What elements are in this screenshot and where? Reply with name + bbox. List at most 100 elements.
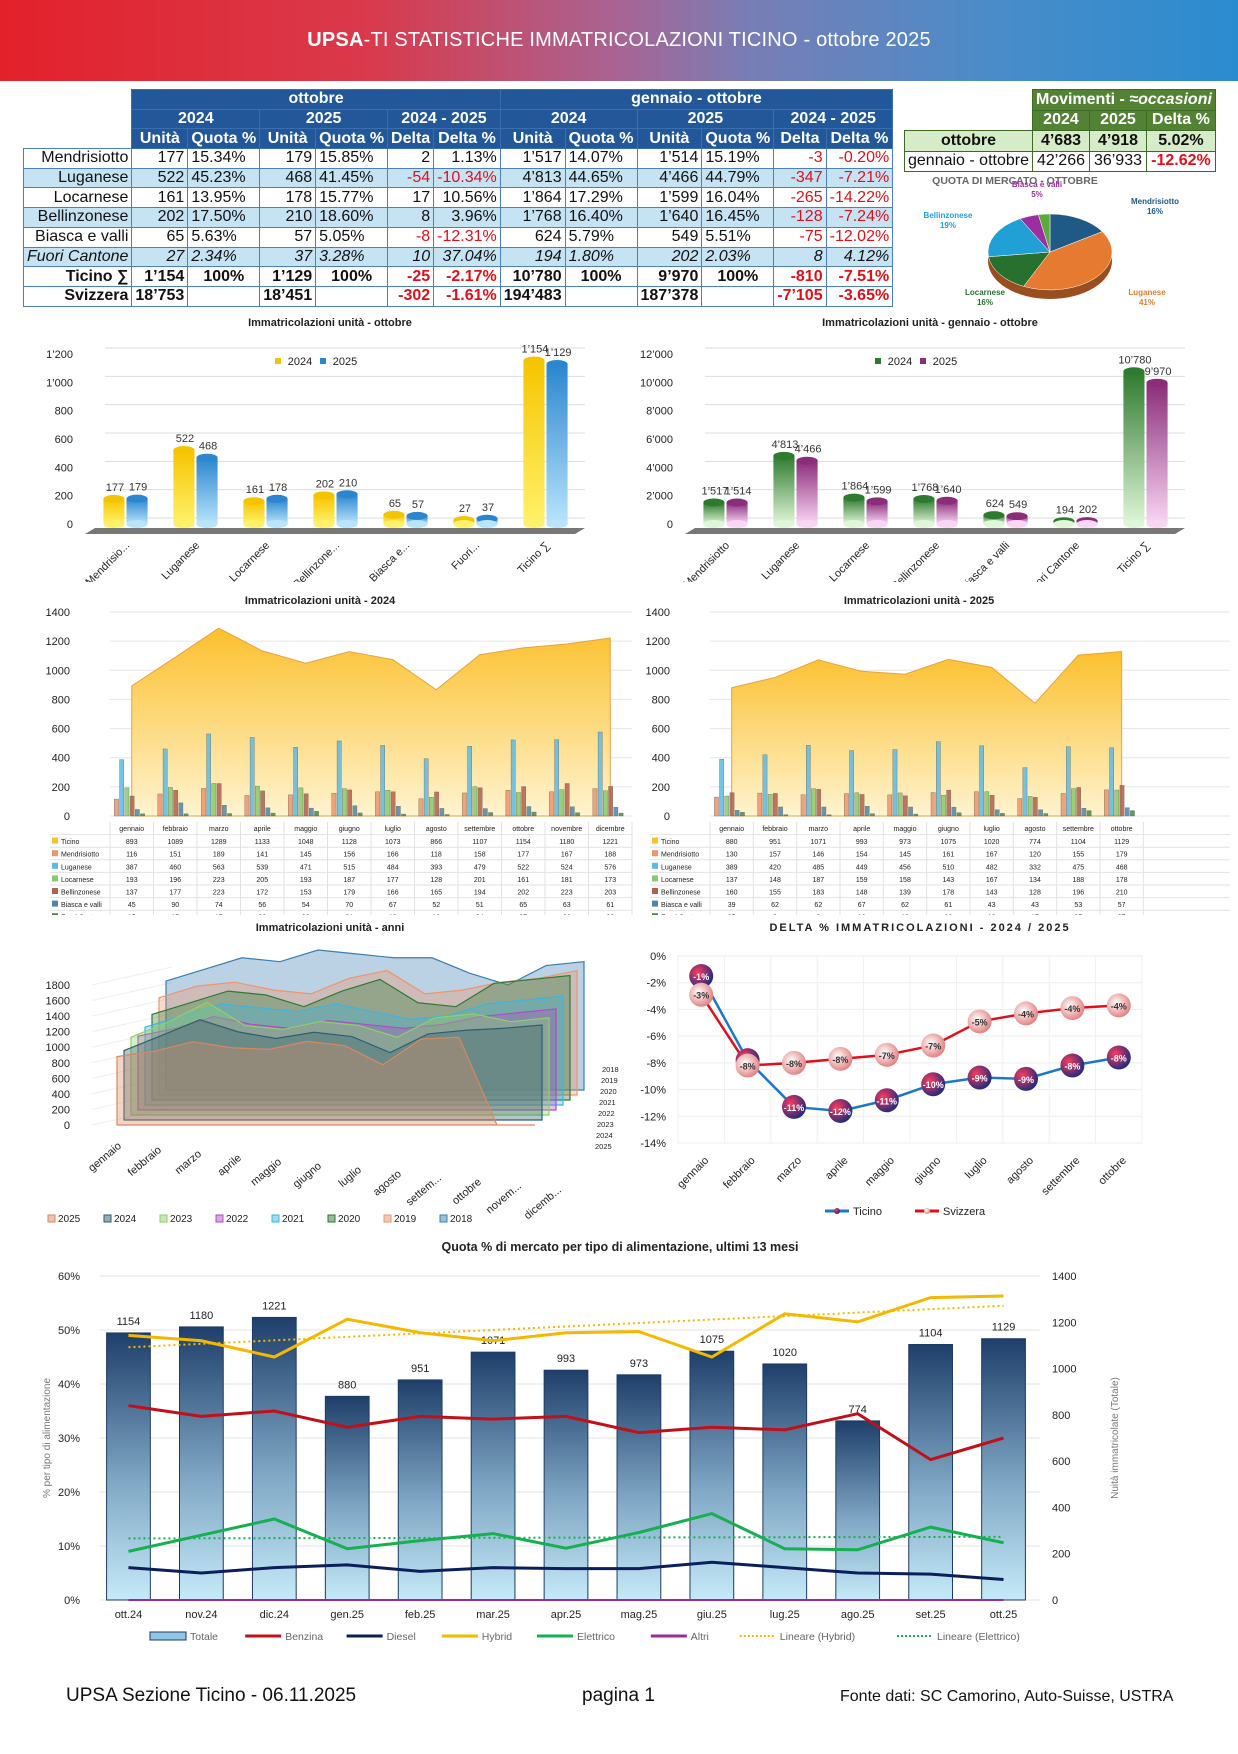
table-value: 196: [169, 877, 181, 884]
bar: [941, 794, 946, 817]
table-value: 1104: [1071, 839, 1086, 846]
data-label: 37: [482, 502, 494, 514]
pie-slice: [1049, 213, 1103, 253]
bar: [298, 787, 304, 817]
table-row-label: Biasca e valli: [661, 902, 702, 909]
bar: [1027, 796, 1033, 817]
table-value: 137: [126, 890, 138, 897]
bar-base: [1006, 520, 1028, 528]
pie-slice: [1023, 231, 1113, 291]
bar: [805, 745, 811, 817]
bar-base: [476, 520, 498, 528]
table-value: 57: [1118, 902, 1126, 909]
y-tick: 1400: [646, 607, 670, 619]
column-header: Unità: [259, 128, 317, 150]
bar: [168, 787, 173, 817]
table-value: 157: [769, 852, 781, 859]
bar: [821, 806, 827, 817]
floor: [685, 528, 1185, 534]
table-value: 193: [300, 877, 312, 884]
bar-top: [983, 511, 1005, 520]
group-header: gennaio - ottobre: [499, 89, 894, 110]
table-cell: 5.63%: [187, 226, 261, 248]
bar-top: [313, 491, 335, 500]
table-value: 210: [1116, 890, 1128, 897]
bar-total: [616, 1374, 662, 1601]
table-value: 524: [561, 864, 573, 871]
table-cell: 37.04%: [433, 246, 501, 268]
table-value: 1128: [342, 839, 357, 846]
gridline: [91, 982, 173, 1002]
bar-total: [835, 1420, 881, 1601]
table-value: 120: [1029, 852, 1041, 859]
table-month-header: ottobre: [1111, 826, 1133, 833]
table-cell: 2: [387, 148, 435, 169]
table-cell: 202: [636, 246, 703, 268]
chart-title: Quota % di mercato per tipo di alimentaz…: [441, 1240, 798, 1254]
data-marker: [828, 1046, 853, 1071]
footer-page: pagina 1: [582, 1685, 655, 1706]
mov-cell: -12.62%: [1145, 150, 1216, 172]
data-label: -4%: [1111, 1001, 1127, 1011]
bar: [994, 809, 1000, 817]
table-value: 880: [726, 839, 738, 846]
data-label: 1’154: [521, 344, 548, 356]
table-value: 1289: [211, 839, 227, 846]
bar: [719, 759, 724, 817]
pie-slice: [1038, 213, 1051, 253]
data-label: 1’129: [545, 347, 572, 359]
table-cell: 10: [387, 246, 435, 268]
bar: [357, 812, 363, 817]
bar: [313, 495, 335, 524]
bar: [124, 787, 130, 817]
y-tick: 1000: [646, 665, 670, 677]
legend-label: 2025: [333, 356, 357, 368]
mov-cell: 4’683: [1031, 130, 1090, 152]
bar: [260, 790, 265, 817]
x-tick: ott.24: [115, 1609, 143, 1621]
x-tick: Mendrisiotto: [681, 540, 732, 582]
table-cell: -12.31%: [433, 226, 501, 248]
bar: [811, 788, 816, 817]
x-tick: luglio: [337, 1164, 364, 1190]
bar: [1119, 785, 1125, 817]
legend-swatch: [149, 1631, 187, 1641]
table-value: 1073: [385, 839, 401, 846]
y-left-tick: 10%: [58, 1541, 80, 1553]
x-tick: Locarnese: [227, 540, 272, 582]
table-cell: 1’129: [259, 266, 317, 287]
fuel-type-combo-chart: Quota % di mercato per tipo di alimentaz…: [40, 1228, 1238, 1658]
y-tick: 4’000: [646, 462, 673, 474]
legend-swatch: [652, 837, 658, 844]
table-cell: 3.96%: [433, 207, 501, 228]
table-month-header: maggio: [294, 826, 317, 833]
table-value: 161: [942, 852, 954, 859]
y-left-tick: 40%: [58, 1379, 80, 1391]
bar: [603, 790, 608, 817]
bar: [510, 739, 516, 817]
table-value: 74: [215, 902, 223, 909]
bar: [767, 794, 773, 817]
depth-label: 2023: [597, 1120, 614, 1129]
bar: [303, 793, 309, 817]
y-tick: 1800: [46, 980, 70, 992]
bar: [516, 792, 521, 817]
data-label: -3%: [693, 991, 709, 1001]
bar: [1146, 382, 1168, 524]
bar-top: [406, 511, 428, 520]
bar: [734, 810, 740, 817]
table-value: 973: [899, 839, 911, 846]
table-cell: 5.79%: [564, 226, 638, 248]
legend-swatch: [652, 850, 658, 857]
chart-title: DELTA % IMMATRICOLAZIONI - 2024 / 2025: [769, 922, 1070, 934]
bar: [908, 806, 913, 817]
table-cell: 14.07%: [564, 148, 638, 169]
bar: [462, 792, 467, 817]
legend-label: 2025: [933, 356, 957, 368]
y-tick: 0: [64, 1120, 70, 1132]
table-value: 223: [213, 877, 225, 884]
table-row-label: Ticino: [661, 839, 680, 846]
data-label: 179: [129, 482, 147, 494]
bar: [196, 457, 218, 524]
chart-canvas: Immatricolazioni unità - anni 0 200 400 600 8…: [46, 922, 619, 1225]
